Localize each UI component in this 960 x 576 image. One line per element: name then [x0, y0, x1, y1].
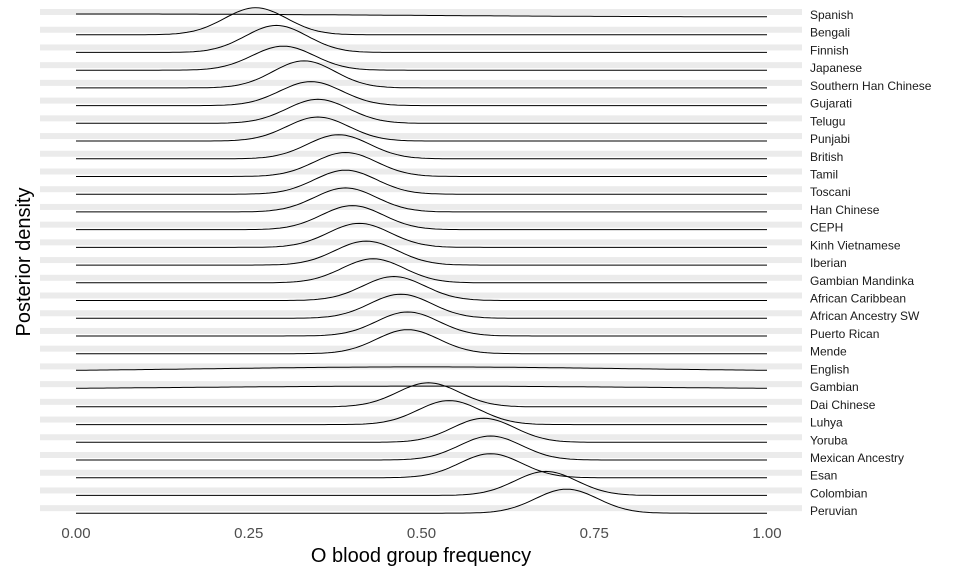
population-label: Telugu [810, 114, 845, 128]
density-ridge [76, 169, 767, 195]
density-ridge [76, 60, 767, 89]
row-band [40, 274, 802, 281]
population-label: Iberian [810, 256, 847, 270]
population-label: Gambian Mandinka [810, 274, 914, 288]
row-band [40, 239, 802, 246]
population-label: Bengali [810, 26, 850, 40]
density-ridge [76, 240, 767, 266]
population-label: Toscani [810, 185, 851, 199]
population-label: African Ancestry SW [810, 309, 920, 323]
row-band [40, 452, 802, 458]
density-ridge [76, 81, 767, 107]
row-band [40, 416, 802, 423]
population-label: Dai Chinese [810, 398, 876, 412]
row-band [40, 150, 802, 157]
population-label: Tamil [810, 167, 838, 181]
row-band [40, 434, 802, 441]
population-label: Gambian [810, 380, 859, 394]
population-label: Peruvian [810, 504, 857, 518]
population-label: Punjabi [810, 132, 850, 146]
row-band [40, 203, 802, 210]
x-tick-label: 0.50 [407, 525, 436, 542]
population-label: Japanese [810, 61, 862, 75]
row-band [40, 115, 802, 122]
y-axis-title: Posterior density [13, 188, 35, 337]
row-band [40, 487, 802, 494]
density-ridge [76, 453, 767, 479]
density-ridge [76, 382, 767, 408]
density-ridge [76, 417, 767, 443]
row-band [40, 79, 802, 86]
density-ridge [76, 98, 767, 124]
density-ridge [76, 24, 767, 53]
x-axis-ticks: 0.00 0.25 0.50 0.75 1.00 [61, 525, 781, 542]
row-band [40, 381, 802, 388]
x-tick-label: 1.00 [752, 525, 781, 542]
density-ridge [75, 366, 768, 371]
x-tick-label: 0.00 [61, 525, 90, 542]
density-ridge [76, 187, 767, 213]
population-label: English [810, 362, 849, 376]
population-label: Mende [810, 345, 847, 359]
density-ridge [76, 7, 767, 36]
row-band [40, 327, 802, 334]
density-ridge [76, 385, 767, 389]
density-ridge [76, 222, 767, 248]
density-ridge [76, 311, 767, 337]
density-ridge [76, 205, 767, 231]
row-band [40, 292, 802, 299]
density-ridge [76, 116, 767, 142]
x-axis-title: O blood group frequency [311, 545, 531, 567]
row-band [40, 26, 802, 33]
row-band [40, 44, 802, 51]
density-ridge [76, 400, 767, 426]
population-label: Kinh Vietnamese [810, 238, 901, 252]
population-label: Esan [810, 469, 837, 483]
row-band [40, 469, 802, 476]
density-ridge [76, 329, 767, 355]
x-tick-label: 0.75 [580, 525, 609, 542]
population-label: Southern Han Chinese [810, 79, 932, 93]
row-band [40, 505, 802, 512]
density-ridge [76, 435, 767, 461]
density-ridge [76, 13, 767, 18]
population-label: Gujarati [810, 97, 852, 111]
row-band [40, 62, 802, 69]
density-ridge [76, 258, 767, 284]
density-ridge [76, 45, 767, 71]
population-label: Yoruba [810, 433, 848, 447]
row-band [40, 97, 802, 104]
population-label: Mexican Ancestry [810, 451, 904, 465]
population-label: Han Chinese [810, 203, 880, 217]
population-label: British [810, 150, 843, 164]
row-band [40, 186, 802, 193]
density-ridge [76, 488, 767, 514]
density-ridge [76, 134, 767, 160]
row-band [40, 310, 802, 317]
population-label: Spanish [810, 8, 853, 22]
row-band [40, 9, 802, 15]
density-ridges [75, 7, 768, 514]
row-band [40, 398, 802, 405]
density-ridge [76, 151, 767, 177]
population-label: Finnish [810, 43, 849, 57]
x-tick-label: 0.25 [234, 525, 263, 542]
density-ridge [76, 275, 767, 301]
row-band [40, 221, 802, 228]
density-ridge [76, 470, 767, 496]
population-label: Puerto Rican [810, 327, 879, 341]
row-band [40, 168, 802, 175]
population-label: Colombian [810, 486, 867, 500]
row-bands [40, 9, 802, 512]
population-labels: Spanish Bengali Finnish Japanese Southern Ha… [810, 8, 932, 518]
row-band [40, 345, 802, 352]
density-ridge [76, 293, 767, 319]
population-label: Luhya [810, 416, 843, 430]
population-label: African Caribbean [810, 292, 906, 306]
population-label: CEPH [810, 221, 843, 235]
row-band [40, 133, 802, 140]
